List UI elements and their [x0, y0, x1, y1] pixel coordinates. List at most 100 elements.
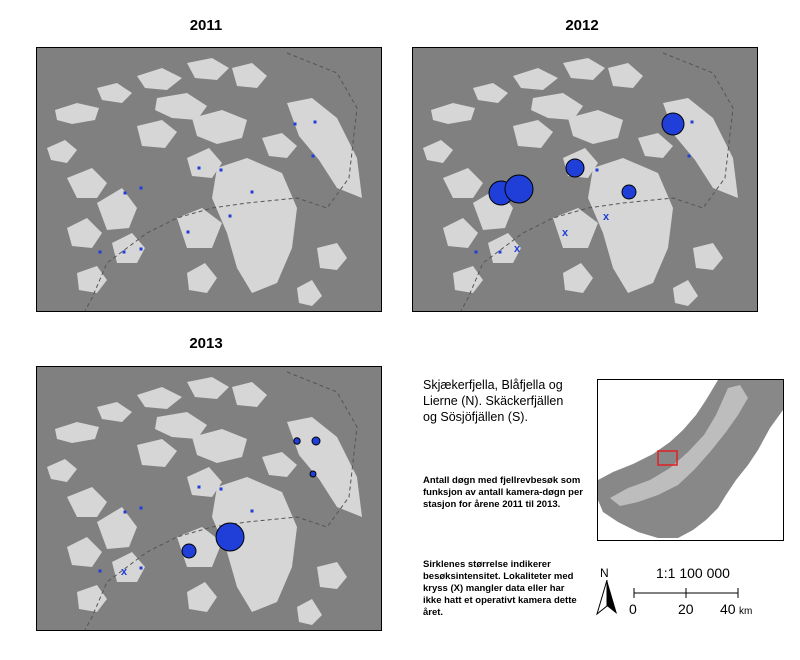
mountain-area [137, 68, 182, 90]
mountain-area [192, 110, 247, 144]
north-arrow-icon [596, 580, 617, 616]
station-marker [122, 250, 126, 254]
border-line [84, 52, 358, 311]
station-marker [474, 250, 478, 254]
station-marker [139, 566, 143, 570]
mountain-area [67, 218, 102, 248]
mountain-area [423, 140, 453, 163]
mountain-area [262, 452, 297, 477]
mountain-area [673, 280, 698, 306]
mountain-area [55, 103, 99, 124]
station-marker [293, 122, 297, 126]
mountain-area [443, 168, 483, 198]
scale-tick-40: 40 [720, 601, 736, 617]
mountain-area [137, 439, 177, 467]
mountain-area [47, 140, 77, 163]
mountain-area [563, 58, 605, 80]
north-label: N [600, 566, 609, 580]
inset-map-svg [598, 380, 783, 538]
map-2012-svg: x x x [423, 52, 738, 311]
mountain-area [443, 218, 478, 248]
mountain-area [155, 412, 207, 439]
scale-bar [633, 588, 739, 598]
station-markers [98, 120, 317, 254]
mountain-area [287, 417, 362, 517]
legend-size-note: Sirklenes størrelse indikerer besøksinte… [423, 559, 577, 618]
station-marker [186, 230, 190, 234]
visit-intensity-circle [309, 470, 317, 478]
mountain-area [192, 429, 247, 463]
visit-intensity-circle [565, 158, 585, 178]
mountain-area [317, 243, 347, 270]
mountain-area [77, 266, 107, 293]
station-marker [139, 506, 143, 510]
panel-title-2012: 2012 [565, 17, 599, 34]
mountain-area [97, 507, 137, 549]
panel-title-2013: 2013 [189, 335, 223, 352]
mountain-area [187, 58, 229, 80]
scale-ratio: 1:1 100 000 [656, 565, 730, 581]
scale-unit: km [739, 606, 753, 617]
mountain-area [137, 387, 182, 409]
scale-tick-20: 20 [678, 601, 694, 617]
mountain-area [97, 188, 137, 230]
map-2011-svg [47, 52, 362, 311]
scale-tick-0: 0 [629, 601, 637, 617]
panel-title-2011: 2011 [189, 17, 223, 34]
mountain-area [97, 83, 132, 103]
mountain-areas [47, 377, 362, 625]
mountain-area [67, 537, 102, 567]
inset-overview-map [597, 379, 784, 541]
station-marker [690, 120, 694, 124]
mountain-area [47, 459, 77, 482]
mountain-areas [423, 58, 738, 306]
station-marker [250, 190, 254, 194]
mountain-areas [47, 58, 362, 306]
mountain-area [212, 477, 297, 612]
station-marker [98, 569, 102, 573]
mountain-area [693, 243, 723, 270]
mountain-area [588, 158, 673, 293]
station-marker [687, 154, 691, 158]
mountain-area [287, 98, 362, 198]
station-marker [595, 168, 599, 172]
visit-intensity-circle [504, 174, 534, 204]
map-2013-svg: x [47, 371, 362, 630]
station-marker [123, 510, 127, 514]
station-marker [139, 186, 143, 190]
mountain-area [473, 83, 508, 103]
station-marker [219, 487, 223, 491]
mountain-area [297, 280, 322, 306]
mountain-area [232, 63, 267, 88]
mountain-area [531, 93, 583, 120]
station-marker [197, 485, 201, 489]
mountain-area [608, 63, 643, 88]
map-panel-2013: x [36, 366, 382, 631]
mountain-area [262, 133, 297, 158]
visit-intensity-circle [293, 437, 301, 445]
visit-intensity-circle [215, 522, 245, 552]
mountain-area [177, 208, 222, 248]
legend-description: Antall døgn med fjellrevbesøk som funksj… [423, 475, 583, 510]
mountain-range-inset [610, 385, 748, 506]
mountain-area [568, 110, 623, 144]
visit-intensity-circle [621, 184, 637, 200]
mountain-area [232, 382, 267, 407]
mountain-area [187, 148, 222, 178]
mountain-area [67, 168, 107, 198]
mountain-area [297, 599, 322, 625]
mountain-area [187, 467, 222, 497]
map-panel-2012: x x x [412, 47, 758, 312]
station-marker [197, 166, 201, 170]
national-border [84, 52, 358, 311]
mountain-area [553, 208, 598, 248]
mountain-area [638, 133, 673, 158]
station-markers: x [98, 436, 321, 578]
mountain-area [137, 120, 177, 148]
station-marker [139, 247, 143, 251]
border-line [460, 52, 734, 311]
station-markers: x x x [474, 112, 694, 255]
mountain-area [187, 582, 217, 612]
mountain-area [187, 377, 229, 399]
legend-area-title: Skjækerfjella, Blåfjella og Lierne (N). … [423, 378, 564, 424]
